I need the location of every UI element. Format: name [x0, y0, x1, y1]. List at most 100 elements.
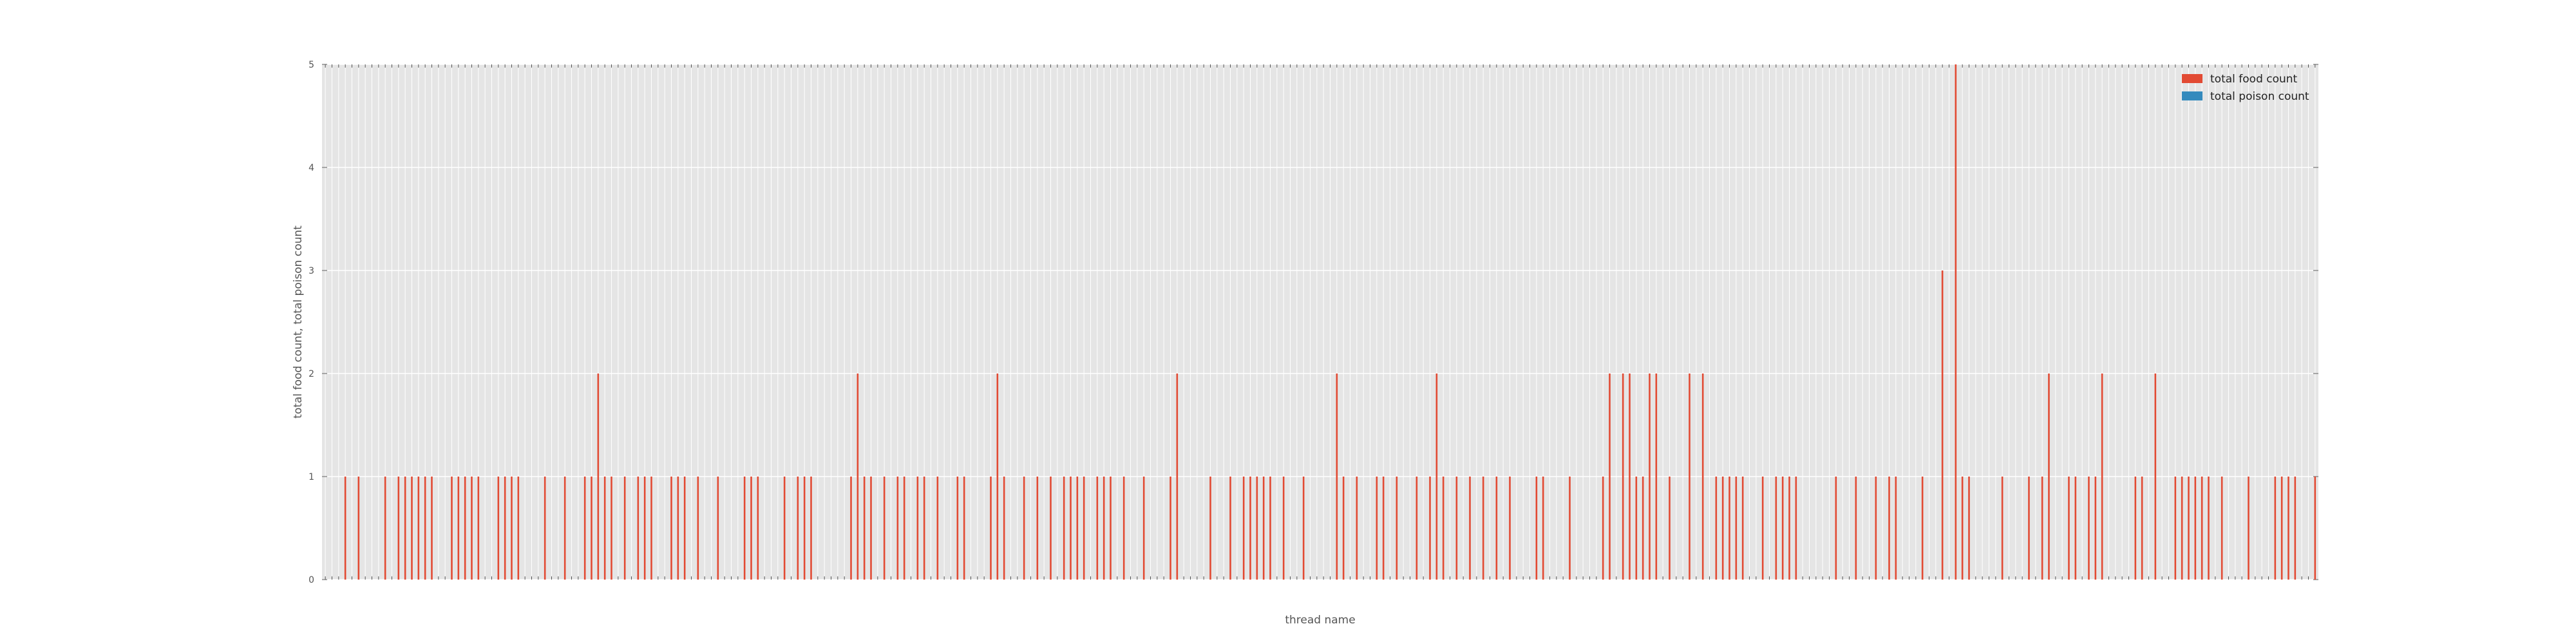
bar-food [404, 477, 406, 580]
bar-food [883, 477, 886, 580]
bar-food [1442, 477, 1444, 580]
bar-food [1336, 374, 1338, 580]
bar-food [464, 477, 466, 580]
bar-food [2074, 477, 2077, 580]
bar-food [1249, 477, 1251, 580]
bar-food [996, 374, 999, 580]
bar-food [797, 477, 799, 580]
bar-food [1262, 477, 1265, 580]
bar-food [2134, 477, 2137, 580]
y-axis-label: total food count, total poison count [292, 225, 305, 419]
y-tick-label: 4 [308, 163, 314, 173]
legend-swatch-poison [2182, 91, 2202, 100]
bar-food [457, 477, 460, 580]
bar-food [344, 477, 346, 580]
bar-food [1416, 477, 1418, 580]
bar-food [384, 477, 386, 580]
bar-food [1209, 477, 1211, 580]
bar-food [623, 477, 626, 580]
bar-food [1655, 374, 1658, 580]
bar-food [1382, 477, 1385, 580]
bar-food [1096, 477, 1099, 580]
bar-food [2101, 374, 2103, 580]
bar-food [1741, 477, 1744, 580]
bar-food [2094, 477, 2097, 580]
bar-food [2141, 477, 2143, 580]
bar-food [1775, 477, 1777, 580]
legend-label-poison: total poison count [2210, 90, 2309, 103]
bar-food [397, 477, 400, 580]
bar-food [1176, 374, 1179, 580]
x-axis-label: thread name [1285, 614, 1355, 627]
bar-food [583, 477, 586, 580]
bar-food [471, 477, 473, 580]
bar-food [2154, 374, 2157, 580]
bar-food [2221, 477, 2223, 580]
bar-food [1728, 477, 1730, 580]
bar-food [1435, 374, 1438, 580]
bar-food [1635, 477, 1638, 580]
bar-food [1961, 477, 1964, 580]
bar-food [896, 477, 899, 580]
bar-food [2208, 477, 2210, 580]
bar-food [1495, 477, 1498, 580]
bar-food [1542, 477, 1544, 580]
bar-food [1142, 477, 1145, 580]
bar-food [1855, 477, 1857, 580]
bar-food [2088, 477, 2090, 580]
bar-food [424, 477, 426, 580]
bar-food [477, 477, 480, 580]
bar-food [683, 477, 686, 580]
bar-food [990, 477, 992, 580]
bar-food [1649, 374, 1651, 580]
bar-food [1701, 374, 1704, 580]
bar-food [1721, 477, 1724, 580]
plot-area [322, 64, 2318, 580]
bar-food [963, 477, 965, 580]
bar-food [1941, 270, 1944, 580]
bar-food [870, 477, 872, 580]
bar-food [597, 374, 600, 580]
bar-food [1342, 477, 1345, 580]
bar-food [1469, 477, 1471, 580]
bar-food [936, 477, 939, 580]
bar-food [677, 477, 679, 580]
bar-food [611, 477, 612, 580]
bar-food [2028, 477, 2030, 580]
bar-food [1781, 477, 1784, 580]
bar-food [1788, 477, 1790, 580]
bar-food [2181, 477, 2183, 580]
bar-food [1003, 477, 1005, 580]
bar-food [1761, 477, 1764, 580]
bar-food [810, 477, 812, 580]
bar-food [916, 477, 919, 580]
y-tick-label: 2 [308, 369, 314, 379]
bar-food [863, 477, 866, 580]
bar-food [850, 477, 852, 580]
bar-food [717, 477, 719, 580]
bar-food [564, 477, 566, 580]
bar-food [591, 477, 592, 580]
bar-food [757, 477, 759, 580]
bar-food [603, 477, 606, 580]
bar-food [1110, 477, 1112, 580]
bar-food [1795, 477, 1797, 580]
bar-food [357, 477, 360, 580]
bar-food [451, 477, 453, 580]
bar-food [1715, 477, 1718, 580]
bar-food [2280, 477, 2283, 580]
bar-food [2274, 477, 2277, 580]
bar-food [1242, 477, 1245, 580]
bar-food [670, 477, 672, 580]
bar-food [1302, 477, 1305, 580]
bar-food [1835, 477, 1837, 580]
bar-food [956, 477, 959, 580]
bar-food [517, 477, 520, 580]
bar-food [1023, 477, 1025, 580]
bar-food [697, 477, 699, 580]
bar-food [1429, 477, 1431, 580]
horizontal-grid [322, 64, 2318, 580]
bar-food [504, 477, 506, 580]
bar-food [1735, 477, 1738, 580]
